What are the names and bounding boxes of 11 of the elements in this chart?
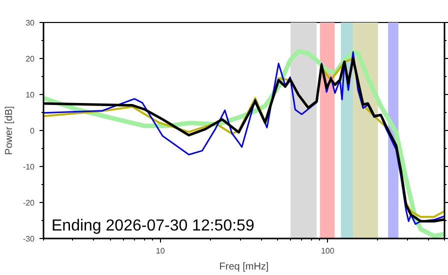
y-tick-label: 0: [30, 126, 36, 136]
x-axis-title: Freq [mHz]: [219, 262, 269, 272]
y-tick-label: -20: [22, 198, 36, 208]
y-tick-label: 20: [26, 54, 36, 64]
x-tick-label: 100: [320, 246, 335, 256]
y-axis-title: Power [dB]: [4, 106, 15, 155]
y-tick-label: -10: [22, 162, 36, 172]
y-tick-label: 10: [26, 90, 36, 100]
annotation: Ending 2026-07-30 12:50:59: [52, 218, 254, 234]
y-tick-label: -30: [22, 234, 36, 244]
y-tick-label: 30: [26, 18, 36, 28]
